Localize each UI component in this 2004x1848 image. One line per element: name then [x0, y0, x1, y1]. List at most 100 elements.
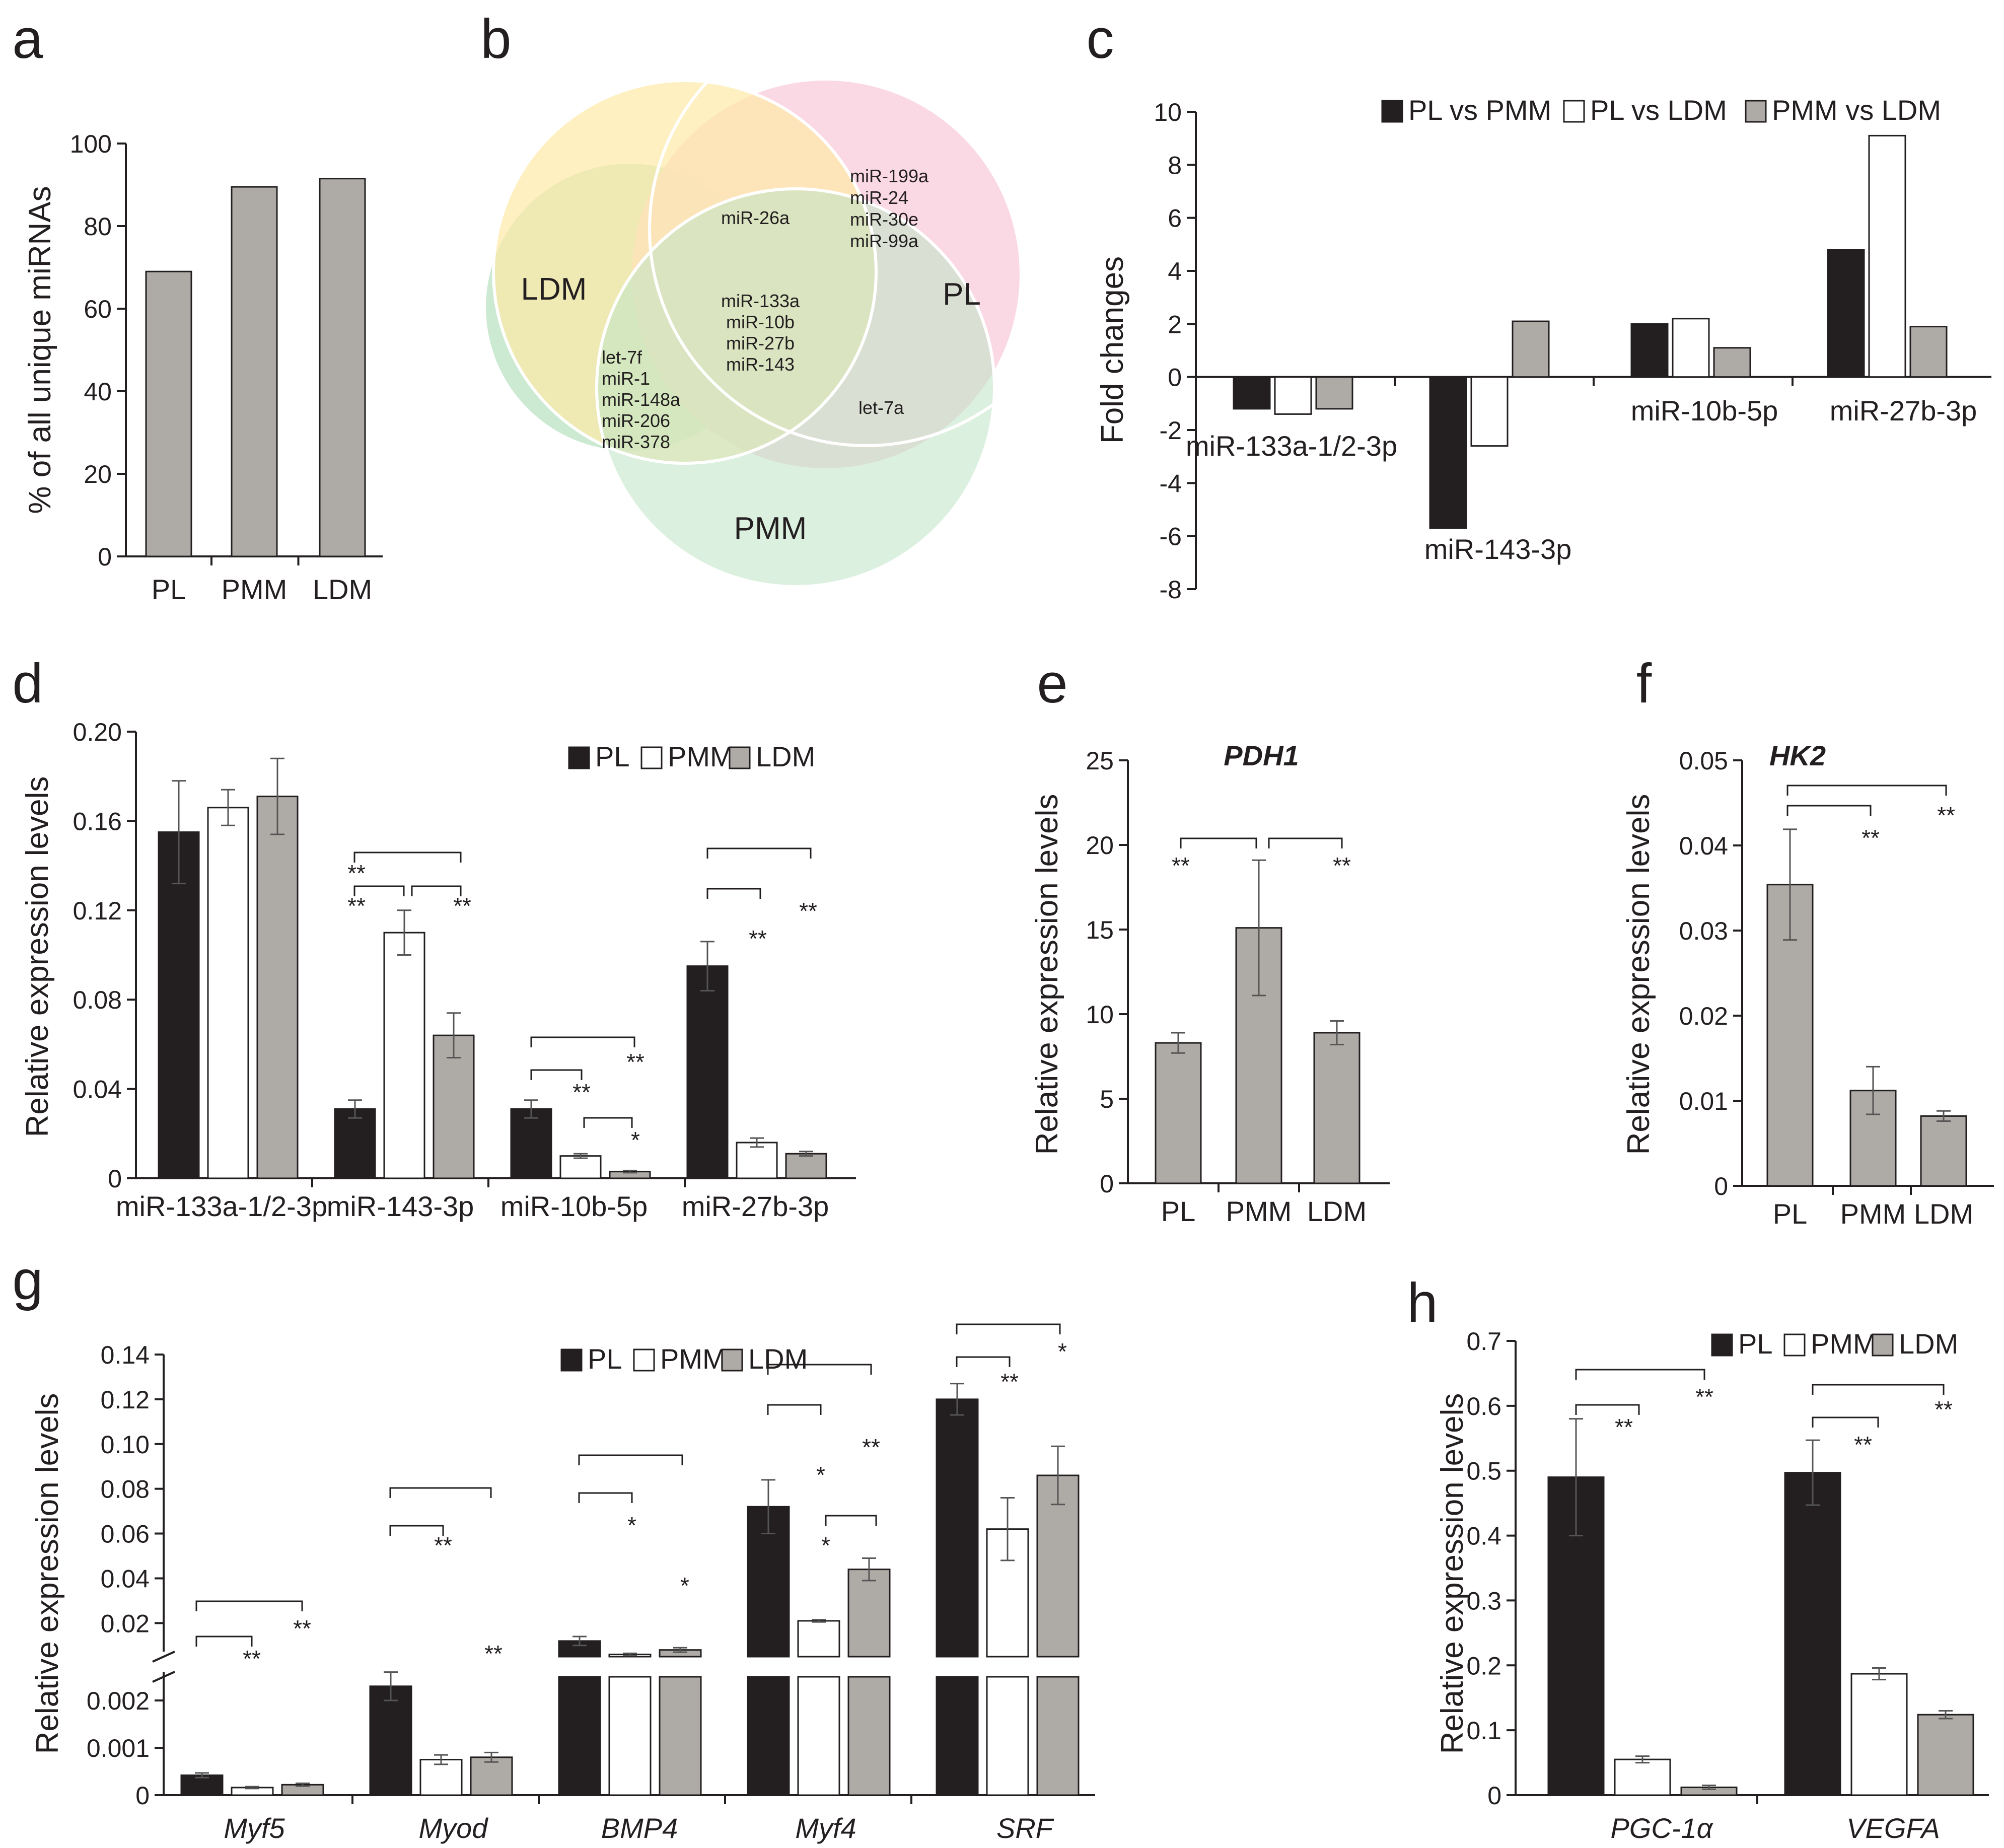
panel-g-bracket-3 — [389, 1525, 444, 1536]
panel-a-bar-pl — [145, 270, 192, 557]
panel-c-y-tick-label-4: 0 — [1168, 364, 1182, 392]
panel-g-legend-label-0: PL — [588, 1343, 622, 1375]
panel-h-legend-swatch-0 — [1711, 1333, 1733, 1357]
panel-c-bar-3-0 — [1827, 249, 1865, 378]
panel-d-legend-label-2: LDM — [756, 741, 815, 772]
panel-g-star-1: ** — [243, 1646, 261, 1672]
panel-h-bracket-2 — [1812, 1384, 1945, 1395]
panel-f-x-label-1: PMM — [1840, 1198, 1906, 1230]
panel-g-star-7: * — [816, 1462, 825, 1488]
panel-c-y-tick-label-1: -6 — [1160, 523, 1182, 551]
panel-c-x-label-0: miR-133a-1/2-3p — [1186, 430, 1397, 462]
venn-region-all-1: miR-10b — [726, 312, 795, 332]
panel-a-bar-ldm — [319, 178, 366, 557]
panel-e-star-1: ** — [1333, 852, 1351, 879]
panel-g-y-tick-label-upper-6: 0.14 — [101, 1341, 150, 1369]
panel-a-x-label-2: LDM — [313, 574, 372, 605]
panel-c-legend-swatch-0 — [1381, 100, 1403, 123]
panel-d-legend-swatch-0 — [568, 746, 590, 769]
panel-a-x-label-1: PMM — [222, 574, 288, 605]
panel-g-bracket-1 — [195, 1636, 253, 1647]
panel-c-bar-0-2 — [1315, 376, 1353, 410]
panel-f-y-tick-label-1: 0.01 — [1679, 1087, 1728, 1115]
panel-g-bar-2-0 — [558, 1640, 601, 1658]
panel-e-bar-2 — [1313, 1032, 1361, 1184]
panel-a-x-label-0: PL — [152, 574, 186, 605]
panel-g-legend-swatch-2 — [721, 1348, 743, 1372]
panel-d-legend-swatch-2 — [729, 746, 751, 769]
panel-d-bar-0-1 — [207, 807, 249, 1179]
panel-c-y-tick-label-7: 6 — [1168, 204, 1182, 233]
panel-c-x-label-3: miR-27b-3p — [1830, 395, 1977, 427]
panel-label-h: h — [1407, 1272, 1438, 1334]
panel-c-y-tick-label-0: -8 — [1160, 576, 1182, 604]
panel-e-y-tick-label-4: 20 — [1086, 831, 1114, 860]
panel-g-legend-swatch-1 — [633, 1348, 655, 1372]
panel-h-bar-0-1 — [1614, 1758, 1671, 1796]
panel-g-bar-lower-4-1 — [986, 1676, 1029, 1796]
panel-c-y-tick-label-2: -4 — [1160, 469, 1182, 497]
venn-region-all-2: miR-27b — [726, 333, 795, 353]
panel-d-bracket-7 — [706, 888, 761, 899]
panel-e-x-label-2: LDM — [1307, 1195, 1367, 1227]
panel-h-legend-label-2: LDM — [1899, 1328, 1958, 1360]
panel-h-star-2: ** — [1935, 1396, 1953, 1423]
panel-d-bracket-1 — [353, 885, 405, 896]
panel-h-x-label-1: VEGFA — [1846, 1812, 1940, 1844]
panel-h-star-0: ** — [1695, 1384, 1713, 1410]
venn-region-ldm-pmm-4: miR-378 — [602, 432, 670, 452]
panel-h-y-tick-label-5: 0.5 — [1466, 1457, 1501, 1485]
panel-e-y-tick-label-0: 0 — [1100, 1170, 1114, 1198]
panel-c-y-tick-label-8: 8 — [1168, 151, 1182, 179]
panel-a-y-title: % of all unique miRNAs — [23, 186, 57, 514]
panel-g-bar-1-0 — [369, 1685, 412, 1796]
panel-c-legend-label-2: PMM vs LDM — [1772, 94, 1941, 126]
panel-g-bracket-5 — [578, 1492, 633, 1503]
panel-d-x-label-0: miR-133a-1/2-3p — [116, 1190, 327, 1222]
panel-g-star-8: * — [821, 1532, 830, 1558]
panel-e-y-tick-label-3: 15 — [1086, 916, 1114, 944]
panel-h-star-3: ** — [1854, 1432, 1872, 1458]
panel-f-bar-2 — [1920, 1115, 1967, 1187]
panel-g-y-tick-label-upper-1: 0.04 — [101, 1565, 150, 1593]
panel-g-x-label-1: Myod — [419, 1812, 489, 1844]
panel-f-x-label-2: LDM — [1914, 1198, 1973, 1230]
panel-a-y-tick-label-4: 80 — [84, 212, 112, 241]
panel-h-bracket-1 — [1575, 1404, 1640, 1415]
panel-f-bracket-1 — [1786, 785, 1947, 796]
panel-h-x-label-0: PGC-1α — [1610, 1812, 1713, 1844]
panel-d-y-tick-label-5: 0.20 — [73, 718, 122, 746]
panel-d-bracket-6 — [706, 847, 812, 859]
panel-c-y-tick-label-5: 2 — [1168, 310, 1182, 338]
panel-label-b: b — [480, 8, 511, 70]
panel-h-y-title: Relative expression levels — [1435, 1393, 1470, 1754]
panel-g-y-title: Relative expression levels — [30, 1393, 65, 1754]
panel-g-y-tick-label-lower-2: 0.002 — [87, 1687, 150, 1715]
panel-c-bar-0-1 — [1274, 376, 1312, 415]
venn-set-label-pmm: PMM — [734, 511, 807, 546]
panel-e-bracket-1 — [1268, 837, 1343, 848]
panel-g-bracket-2 — [389, 1487, 492, 1498]
venn-region-pl-only-0: miR-199a — [850, 166, 929, 186]
panel-a-y-tick-label-1: 20 — [84, 460, 112, 488]
panel-d-y-tick-label-4: 0.16 — [73, 807, 122, 835]
venn-circle-pmm-overlay — [595, 187, 996, 588]
panel-d-legend-label-1: PMM — [668, 741, 734, 772]
panel-e-y-tick-label-5: 25 — [1086, 747, 1114, 775]
venn-circle-ldm-outline — [492, 79, 878, 465]
panel-g-y-tick-label-upper-3: 0.08 — [101, 1475, 150, 1504]
panel-c-bar-2-0 — [1630, 323, 1669, 378]
panel-c-bar-1-2 — [1512, 320, 1550, 378]
panel-c-bar-1-1 — [1470, 376, 1509, 447]
panel-c-y-tick-label-3: -2 — [1160, 416, 1182, 445]
panel-h-y-tick-label-6: 0.6 — [1466, 1392, 1501, 1420]
panel-h-y-tick-label-2: 0.2 — [1466, 1652, 1501, 1680]
panel-label-a: a — [12, 8, 43, 70]
panel-g-bracket-9 — [956, 1323, 1061, 1334]
panel-d-star-6: ** — [799, 898, 817, 924]
panel-g-bracket-7 — [767, 1404, 822, 1415]
panel-g-bracket-8 — [825, 1515, 877, 1526]
panel-d-y-tick-label-2: 0.08 — [73, 986, 122, 1014]
venn-region-ldm-pmm-0: let-7f — [602, 347, 642, 368]
panel-g-x-label-0: Myf5 — [224, 1812, 285, 1844]
